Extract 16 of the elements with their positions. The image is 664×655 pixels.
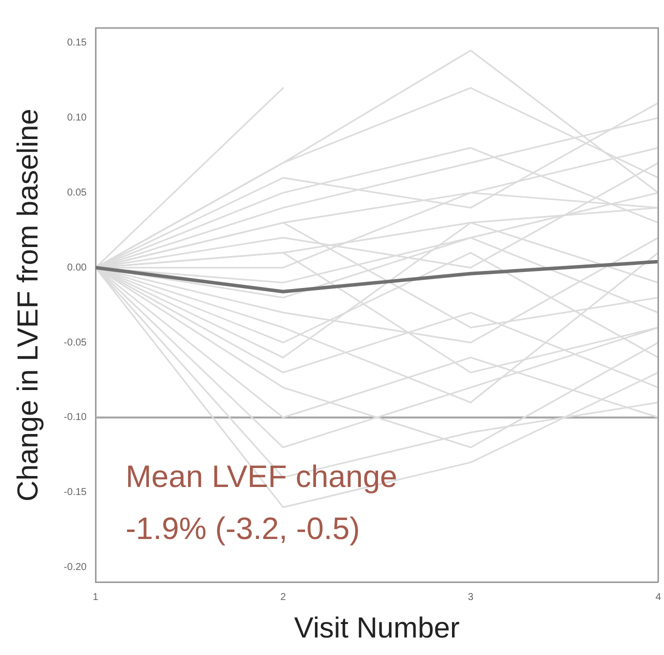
y-tick-label: 0.10 — [67, 112, 88, 124]
annotation: Mean LVEF change — [126, 459, 398, 494]
x-tick-label: 4 — [655, 592, 662, 603]
y-tick-label: -0.20 — [64, 562, 88, 573]
y-axis-title: Change in LVEF from baseline — [12, 108, 44, 502]
y-tick-label: 0.05 — [67, 188, 88, 199]
x-tick-label: 1 — [92, 592, 99, 603]
y-tick-label: 0.00 — [67, 262, 88, 274]
y-tick-label: -0.15 — [64, 487, 88, 498]
y-tick-label: -0.05 — [64, 337, 88, 348]
x-axis-title: Visit Number — [294, 612, 460, 645]
x-tick-label: 3 — [468, 592, 474, 603]
y-tick-label: 0.15 — [67, 38, 88, 49]
y-tick-label: -0.10 — [64, 412, 88, 424]
x-tick-label: 2 — [280, 592, 286, 603]
annotation: -1.9% (-3.2, -0.5) — [126, 511, 360, 546]
